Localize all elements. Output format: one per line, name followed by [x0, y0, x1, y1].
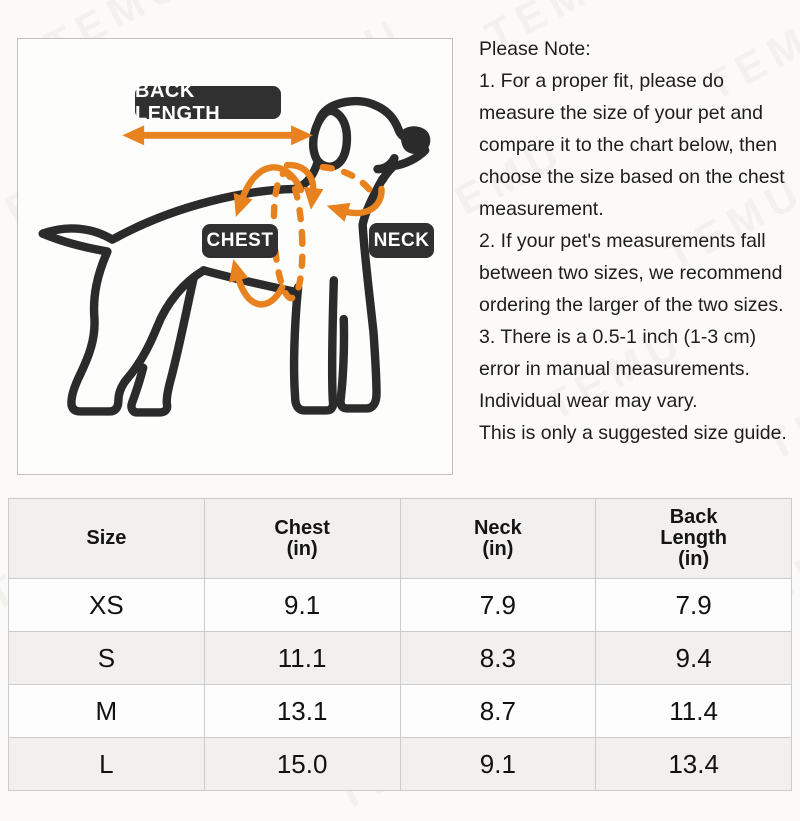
column-header-neck: Neck (in) — [399, 498, 597, 579]
table-cell: S — [8, 631, 205, 685]
note-line: This is only a suggested size guide. — [479, 422, 787, 444]
note-line: 2. If your pet's measurements fall — [479, 230, 766, 252]
table-cell: M — [8, 684, 205, 738]
note-line: 1. For a proper fit, please do — [479, 70, 724, 92]
chest-arrow-top — [233, 164, 305, 217]
table-cell: 11.1 — [203, 631, 401, 685]
note-line: ordering the larger of the two sizes. — [479, 294, 784, 316]
dog-illustration — [38, 96, 431, 417]
chest-arrow-bottom — [229, 259, 286, 308]
neck-dashed-arc — [319, 163, 377, 199]
chest-label: CHEST — [202, 224, 278, 258]
note-line: choose the size based on the chest — [479, 166, 785, 188]
notes-text: Please Note: 1. For a proper fit, please… — [479, 33, 799, 449]
table-cell: 8.7 — [399, 684, 597, 738]
table-cell: 11.4 — [595, 684, 792, 738]
table-row-m: M 13.1 8.7 11.4 — [8, 684, 792, 738]
table-cell: 7.9 — [399, 578, 597, 632]
note-line: compare it to the chart below, then — [479, 134, 778, 156]
note-line: Please Note: — [479, 38, 591, 60]
note-line: Individual wear may vary. — [479, 390, 698, 412]
note-line: measure the size of your pet and — [479, 102, 763, 124]
table-cell: L — [8, 737, 205, 791]
table-cell: 9.1 — [399, 737, 597, 791]
note-line: 3. There is a 0.5-1 inch (1-3 cm) — [479, 326, 757, 348]
table-header-row: Size Chest (in) Neck (in) Back Length (i… — [8, 498, 792, 579]
note-line: error in manual measurements. — [479, 358, 750, 380]
column-header-chest: Chest (in) — [203, 498, 401, 579]
note-line: between two sizes, we recommend — [479, 262, 783, 284]
dog-outline — [38, 96, 430, 417]
table-row-xs: XS 9.1 7.9 7.9 — [8, 578, 792, 632]
dog-nose — [400, 126, 431, 155]
table-cell: 9.1 — [203, 578, 401, 632]
neck-arrow — [326, 185, 385, 222]
table-row-s: S 11.1 8.3 9.4 — [8, 631, 792, 685]
table-row-l: L 15.0 9.1 13.4 — [8, 737, 792, 791]
back-length-label: BACK LENGTH — [135, 80, 281, 125]
table-cell: XS — [8, 578, 205, 632]
table-cell: 9.4 — [595, 631, 792, 685]
withers-arrow — [283, 161, 324, 210]
table-cell: 13.4 — [595, 737, 792, 791]
measurement-diagram: BACK LENGTH CHEST NECK — [17, 38, 453, 475]
measurement-annotations — [122, 125, 385, 308]
table-cell: 7.9 — [595, 578, 792, 632]
column-header-back-length: Back Length (in) — [595, 498, 792, 579]
note-line: measurement. — [479, 198, 604, 220]
table-cell: 8.3 — [399, 631, 597, 685]
table-cell: 13.1 — [203, 684, 401, 738]
table-cell: 15.0 — [203, 737, 401, 791]
neck-label: NECK — [369, 223, 434, 258]
column-header-size: Size — [8, 498, 205, 579]
size-chart-table: Size Chest (in) Neck (in) Back Length (i… — [8, 498, 792, 791]
